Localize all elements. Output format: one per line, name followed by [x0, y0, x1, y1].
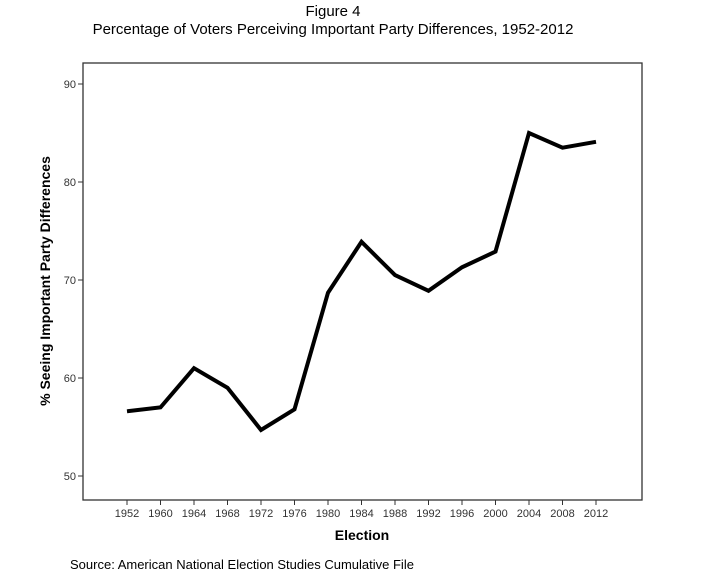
x-tick-label: 1996 [450, 508, 474, 520]
y-tick-label: 70 [64, 275, 76, 287]
x-tick-label: 1988 [383, 508, 407, 520]
y-tick-label: 90 [64, 79, 76, 91]
x-tick-label: 1968 [215, 508, 239, 520]
x-tick-label: 1980 [316, 508, 340, 520]
x-tick-label: 2000 [483, 508, 507, 520]
x-tick-label: 1960 [148, 508, 172, 520]
x-tick-label: 2008 [550, 508, 574, 520]
x-tick-label: 1964 [182, 508, 206, 520]
y-tick-label: 50 [64, 471, 76, 483]
x-tick-label: 1952 [115, 508, 139, 520]
source-note: Source: American National Election Studi… [70, 557, 414, 572]
plot-frame [82, 62, 643, 501]
y-tick-label: 80 [64, 177, 76, 189]
x-tick-label: 1984 [349, 508, 373, 520]
x-tick-label: 1992 [416, 508, 440, 520]
x-tick-label: 1972 [249, 508, 273, 520]
series-line [126, 130, 597, 433]
y-tick-label: 60 [64, 373, 76, 385]
chart-subtitle: Percentage of Voters Perceiving Importan… [92, 21, 574, 38]
x-tick-label: 1976 [282, 508, 306, 520]
y-axis-label: % Seeing Important Party Differences [37, 156, 53, 406]
x-tick-label: 2012 [584, 508, 608, 520]
x-tick-label: 2004 [517, 508, 541, 520]
x-axis-label: Election [335, 527, 389, 543]
chart-title: Figure 4 [305, 3, 361, 20]
